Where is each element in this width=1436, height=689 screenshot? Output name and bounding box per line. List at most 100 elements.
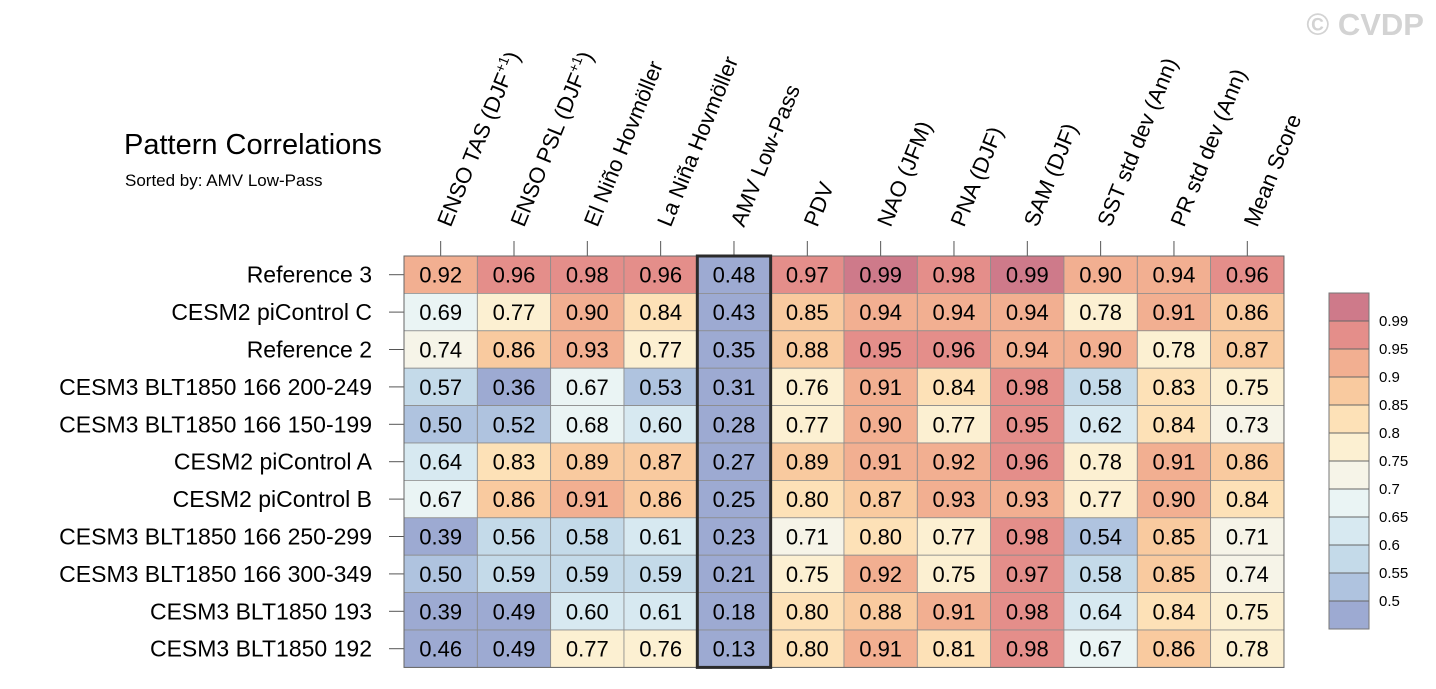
heatmap-cell (770, 517, 845, 556)
cell-value: 0.88 (786, 338, 829, 363)
cell-value: 0.57 (419, 375, 462, 400)
cell-value: 0.77 (493, 300, 536, 325)
cell-value: 0.36 (493, 375, 536, 400)
heatmap-cell (623, 292, 698, 332)
cell-value: 0.56 (493, 525, 536, 550)
heatmap-cell (916, 479, 992, 519)
cell-value: 0.13 (713, 637, 756, 662)
heatmap-cell (990, 442, 1065, 481)
cell-value: 0.71 (786, 525, 829, 550)
column-label-text: PDV (799, 178, 839, 230)
row-label: CESM2 piControl B (173, 486, 372, 512)
cell-value: 0.96 (493, 263, 536, 288)
cell-value: 0.85 (1153, 562, 1196, 587)
heatmap-cell (843, 442, 918, 481)
column-label: AMV Low-Pass (725, 81, 805, 230)
colorbar-segment (1329, 601, 1369, 629)
cell-value: 0.87 (639, 450, 682, 475)
cell-value: 0.28 (713, 412, 756, 437)
chart-title: Pattern Correlations (124, 129, 382, 161)
column-label: ENSO TAS (DJF+1) (430, 47, 525, 230)
row-label: CESM3 BLT1850 166 250-299 (59, 524, 372, 550)
column-label: ENSO PSL (DJF+1) (504, 47, 599, 230)
heatmap-cell (550, 367, 625, 407)
heatmap-cell (623, 330, 698, 369)
cell-value: 0.86 (1226, 450, 1269, 475)
heatmap-cell (623, 517, 698, 556)
column-label-text: PR std dev (Ann) (1165, 65, 1251, 230)
heatmap-cell (403, 592, 478, 631)
cell-value: 0.74 (1226, 562, 1269, 587)
heatmap-cell (550, 629, 625, 668)
cell-value: 0.86 (1226, 300, 1269, 325)
cell-value: 0.93 (566, 338, 609, 363)
cell-value: 0.91 (1153, 450, 1196, 475)
cell-value: 0.75 (1226, 599, 1269, 624)
heatmap-cell (623, 629, 698, 668)
cell-value: 0.94 (933, 300, 976, 325)
cell-value: 0.67 (566, 375, 609, 400)
heatmap-cell (990, 517, 1065, 556)
cell-value: 0.99 (859, 263, 902, 288)
heatmap-cell (990, 330, 1065, 369)
row-label: Reference 2 (247, 337, 372, 363)
colorbar-label: 0.85 (1379, 397, 1408, 414)
cell-value: 0.71 (1226, 525, 1269, 550)
colorbar: 0.99 0.95 0.9 0.85 0.8 0.75 0.7 0.65 0.6 0.55 0.5 (1328, 292, 1408, 630)
cell-value: 0.91 (1153, 300, 1196, 325)
column-label-text: ENSO TAS (DJF (432, 69, 516, 229)
row-label: CESM2 piControl C (171, 299, 372, 325)
colorbar-label: 0.55 (1379, 565, 1408, 582)
heatmap-cell (770, 255, 845, 294)
colorbar-label: 0.7 (1379, 481, 1400, 498)
cell-value: 0.81 (933, 637, 976, 662)
cell-value: 0.90 (566, 300, 609, 325)
heatmap-cell (1063, 292, 1138, 332)
heatmap-cell (843, 592, 918, 631)
cell-value: 0.84 (639, 300, 682, 325)
cell-value: 0.77 (933, 525, 976, 550)
cell-value: 0.48 (713, 263, 756, 288)
cell-value: 0.85 (786, 300, 829, 325)
cell-value: 0.87 (1226, 338, 1269, 363)
row-label: Reference 3 (247, 262, 372, 288)
cell-value: 0.90 (1079, 338, 1122, 363)
cell-value: 0.75 (933, 562, 976, 587)
cell-value: 0.62 (1079, 412, 1122, 437)
cell-value: 0.58 (566, 525, 609, 550)
row-label: CESM3 BLT1850 166 300-349 (59, 561, 372, 587)
cell-value: 0.35 (713, 338, 756, 363)
cell-value: 0.73 (1226, 412, 1269, 437)
heatmap-cell (770, 442, 845, 481)
cell-value: 0.85 (1153, 525, 1196, 550)
heatmap-cell (843, 255, 918, 294)
heatmap-cell (623, 479, 698, 519)
cell-value: 0.78 (1153, 338, 1196, 363)
heatmap-cell (403, 292, 478, 332)
cell-value: 0.50 (419, 412, 462, 437)
heatmap-cell (403, 629, 478, 668)
heatmap-cell (550, 517, 625, 556)
heatmap-cell (1210, 479, 1285, 519)
cell-value: 0.53 (639, 375, 682, 400)
cell-value: 0.94 (1006, 300, 1049, 325)
heatmap-cell (1210, 292, 1285, 332)
cell-value: 0.90 (859, 412, 902, 437)
cell-value: 0.78 (1226, 637, 1269, 662)
row-label: CESM3 BLT1850 193 (150, 598, 372, 624)
heatmap-cell (476, 292, 552, 332)
heatmap-cell (1210, 442, 1285, 481)
cell-value: 0.50 (419, 562, 462, 587)
cell-value: 0.61 (639, 599, 682, 624)
column-label-text: La Niña Hovmöller (652, 53, 743, 230)
cell-value: 0.97 (786, 263, 829, 288)
cell-value: 0.59 (639, 562, 682, 587)
cell-value: 0.75 (786, 562, 829, 587)
heatmap-cell (696, 592, 772, 631)
cell-value: 0.84 (1153, 599, 1196, 624)
heatmap-cells: 0.92 0.96 0.98 0.96 0.48 0.97 0.99 0.98 0.99 0.90… (403, 255, 1285, 668)
cell-value: 0.68 (566, 412, 609, 437)
heatmap-cell (990, 592, 1065, 631)
cell-value: 0.64 (419, 450, 462, 475)
heatmap-cell (1136, 592, 1212, 631)
